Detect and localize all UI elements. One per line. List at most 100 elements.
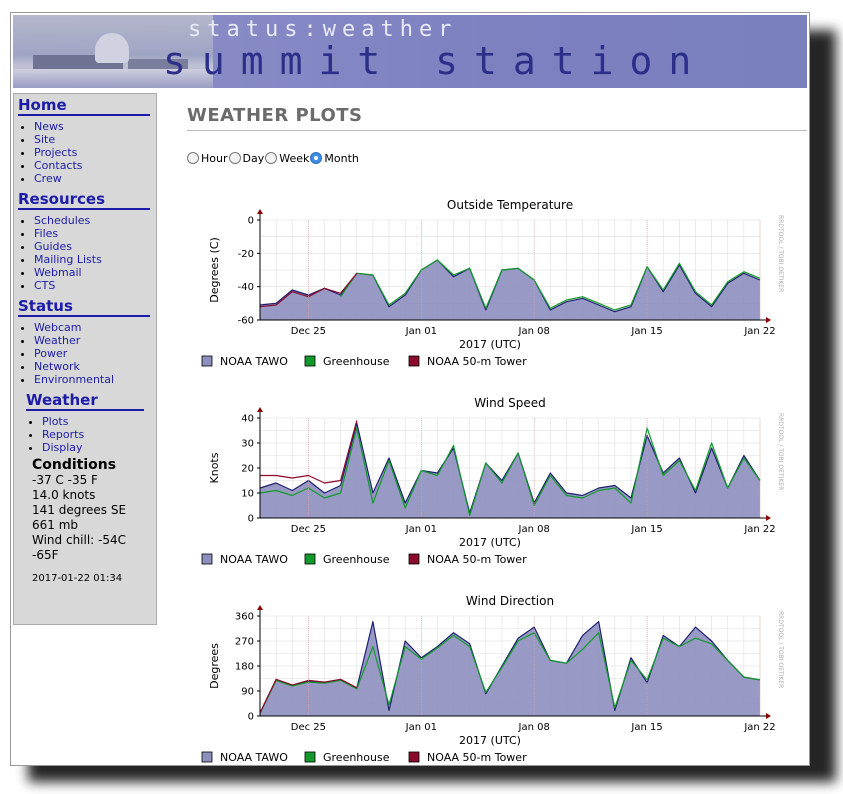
radio-month[interactable]: [310, 152, 323, 164]
banner: status:weather summit station: [13, 15, 807, 88]
chart-title: Wind Direction: [466, 594, 554, 608]
chart-svg: Wind Direction RRDTOOL / TOBI OETIKER 0 90 1…: [201, 594, 784, 764]
banner-title: summit station: [163, 39, 708, 83]
nav-list-item: Projects: [34, 146, 156, 159]
period-option-day[interactable]: Day: [228, 151, 265, 165]
sidebar: HomeNewsSiteProjectsContactsCrewResource…: [13, 93, 157, 625]
y-tick-label: 90: [241, 687, 254, 698]
radio-day[interactable]: [228, 152, 241, 164]
radio-week[interactable]: [265, 152, 278, 164]
nav-heading-status[interactable]: Status: [18, 295, 150, 317]
nav-list: NewsSiteProjectsContactsCrew: [18, 120, 156, 185]
nav-list-item: Crew: [34, 172, 156, 185]
nav-link-power[interactable]: Power: [34, 347, 68, 360]
x-tick-label: Jan 01: [405, 524, 437, 535]
legend-label-greenhouse: Greenhouse: [323, 355, 390, 368]
nav-heading-resources[interactable]: Resources: [18, 188, 150, 210]
plot-area: [259, 615, 761, 717]
conditions-timestamp: 2017-01-22 01:34: [32, 573, 123, 584]
nav-link-webmail[interactable]: Webmail: [34, 266, 82, 279]
legend-swatch-greenhouse: [304, 553, 316, 565]
nav-list-item: Reports: [42, 428, 156, 441]
legend-label-noaa-50-m-tower: NOAA 50-m Tower: [427, 751, 527, 764]
nav-link-files[interactable]: Files: [34, 227, 59, 240]
chart-legend: NOAA TAWO Greenhouse NOAA 50-m Tower: [201, 751, 527, 764]
y-tick-label: 0: [248, 514, 254, 525]
x-axis-arrow: [766, 515, 771, 521]
watermark: RRDTOOL / TOBI OETIKER: [777, 611, 784, 688]
nav-link-weather[interactable]: Weather: [34, 334, 81, 347]
x-axis-label: 2017 (UTC): [459, 338, 521, 351]
nav-list-item: Webcam: [34, 321, 156, 334]
series-line-greenhouse: [340, 259, 761, 311]
nav-link-cts[interactable]: CTS: [34, 279, 56, 292]
nav-link-crew[interactable]: Crew: [34, 172, 62, 185]
x-tick-label: Jan 01: [405, 326, 437, 337]
legend-swatch-greenhouse: [304, 355, 316, 367]
nav-list: PlotsReportsDisplay: [26, 415, 156, 454]
nav-link-mailing-lists[interactable]: Mailing Lists: [34, 253, 102, 266]
y-tick-label: 30: [241, 439, 254, 450]
nav-list-item: Site: [34, 133, 156, 146]
nav-section-weather-sub: Weather PlotsReportsDisplay: [26, 389, 156, 454]
y-axis-label: Degrees (C): [208, 237, 221, 303]
banner-subtitle: status:weather: [188, 17, 458, 42]
series-line-noaa-50-m-tower: [260, 420, 358, 484]
x-tick-label: Jan 22: [743, 326, 775, 337]
nav-link-site[interactable]: Site: [34, 133, 56, 146]
x-tick-label: Jan 22: [743, 524, 775, 535]
x-tick-label: Dec 25: [291, 524, 326, 535]
x-tick-label: Jan 15: [630, 326, 662, 337]
legend-label-noaa-tawo: NOAA TAWO: [220, 553, 288, 566]
nav-link-news[interactable]: News: [34, 120, 64, 133]
period-option-hour[interactable]: Hour: [187, 152, 228, 165]
period-option-month[interactable]: Month: [310, 152, 359, 165]
nav-link-schedules[interactable]: Schedules: [34, 214, 91, 227]
x-tick-label: Jan 08: [518, 722, 550, 733]
nav-section-status: Status WebcamWeatherPowerNetworkEnvironme…: [18, 295, 156, 386]
nav-section-resources: Resources SchedulesFilesGuidesMailing Lis…: [18, 188, 156, 292]
nav-link-contacts[interactable]: Contacts: [34, 159, 83, 172]
x-tick-label: Jan 08: [518, 524, 550, 535]
nav-link-reports[interactable]: Reports: [42, 428, 85, 441]
conditions-line: -65F: [32, 548, 59, 562]
radio-label: Day: [242, 151, 265, 165]
main-content: WEATHER PLOTS Hour Day Week Month Outside T…: [187, 103, 807, 764]
y-tick-label: 0: [248, 216, 254, 227]
nav-link-guides[interactable]: Guides: [34, 240, 73, 253]
y-tick-label: -20: [238, 249, 254, 260]
nav-link-display[interactable]: Display: [42, 441, 83, 454]
x-axis-arrow: [766, 713, 771, 719]
x-axis-arrow: [766, 317, 771, 323]
nav-link-environmental[interactable]: Environmental: [34, 373, 115, 386]
period-option-week[interactable]: Week: [265, 152, 309, 165]
radio-label: Hour: [201, 151, 228, 165]
nav-heading-weather[interactable]: Weather: [26, 389, 144, 411]
nav-list-item: Plots: [42, 415, 156, 428]
nav-list-item: Schedules: [34, 214, 156, 227]
nav-list-item: Contacts: [34, 159, 156, 172]
plot-area: [259, 219, 761, 321]
plot-wind-direction: Wind Direction RRDTOOL / TOBI OETIKER 0 90 1…: [187, 591, 787, 765]
legend-swatch-noaa-50-m-tower: [408, 355, 420, 367]
nav-list-item: CTS: [34, 279, 156, 292]
nav-link-webcam[interactable]: Webcam: [34, 321, 82, 334]
legend-swatch-noaa-tawo: [201, 355, 213, 367]
nav-link-network[interactable]: Network: [34, 360, 80, 373]
nav-link-plots[interactable]: Plots: [42, 415, 69, 428]
conditions-line: Wind chill: -54C: [32, 533, 127, 547]
nav-section-home: Home NewsSiteProjectsContactsCrew: [18, 94, 156, 185]
nav-list-item: Weather: [34, 334, 156, 347]
conditions-title: Conditions: [32, 457, 117, 473]
x-tick-label: Dec 25: [291, 326, 326, 337]
nav-link-projects[interactable]: Projects: [34, 146, 78, 159]
legend-swatch-noaa-tawo: [201, 553, 213, 565]
nav-list-item: Webmail: [34, 266, 156, 279]
conditions-line: 14.0 knots: [32, 488, 96, 502]
legend-swatch-noaa-tawo: [201, 751, 213, 763]
y-tick-label: 40: [241, 414, 254, 425]
nav-heading-home[interactable]: Home: [18, 94, 150, 116]
radio-hour[interactable]: [187, 152, 199, 164]
y-tick-label: 20: [241, 464, 254, 475]
y-tick-label: 0: [248, 712, 254, 723]
